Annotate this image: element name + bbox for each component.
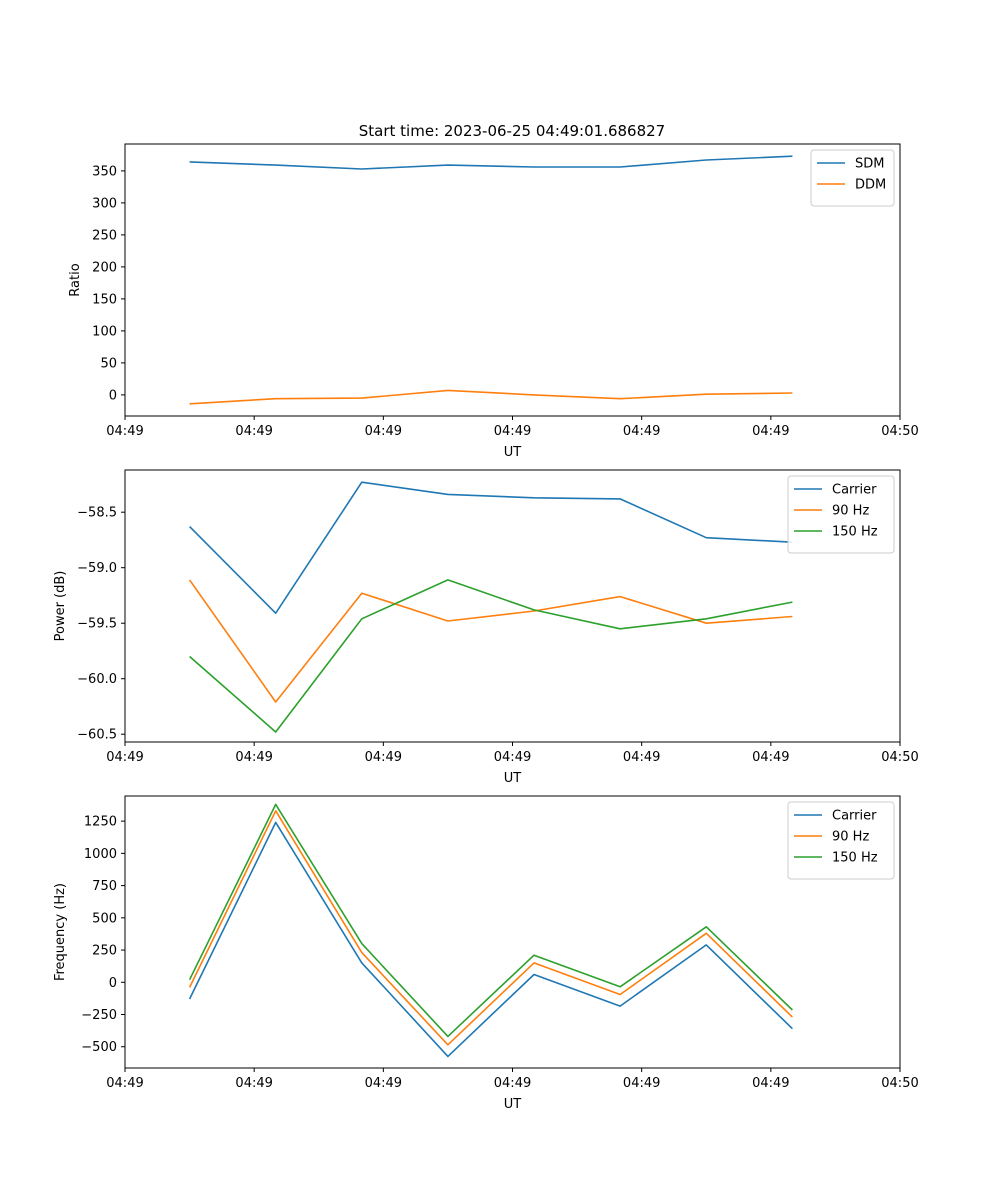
- x-tick-label: 04:49: [106, 1076, 143, 1091]
- legend: Carrier 90 Hz 150 Hz: [787, 475, 895, 554]
- y-tick-label: −59.0: [77, 561, 117, 576]
- chart-panel-1: 04:49 04:49 04:49 04:49 04:49 04:49 04:50 0 50 10…: [68, 143, 919, 460]
- y-tick-label: 150: [92, 292, 117, 307]
- y-tick-label: 1000: [84, 847, 117, 862]
- y-tick-label: −250: [81, 1008, 117, 1023]
- series-line-150-hz: [189, 579, 793, 733]
- legend: Carrier 90 Hz 150 Hz: [787, 801, 895, 880]
- x-axis-label: UT: [504, 1097, 522, 1112]
- y-tick-label: 0: [109, 388, 117, 403]
- legend-label: 90 Hz: [832, 830, 869, 845]
- y-tick-label: −59.5: [77, 617, 117, 632]
- y-axis-label: Frequency (Hz): [53, 883, 68, 981]
- y-tick-label: 1250: [84, 815, 117, 830]
- y-tick-label: −500: [81, 1040, 117, 1055]
- x-tick-label: 04:49: [623, 750, 660, 765]
- x-tick-label: 04:50: [881, 424, 918, 439]
- x-tick-label: 04:49: [494, 1076, 531, 1091]
- y-tick-label: 50: [100, 356, 117, 371]
- x-tick-label: 04:49: [235, 424, 272, 439]
- legend-label: 90 Hz: [832, 504, 869, 519]
- x-tick-label: 04:49: [752, 1076, 789, 1091]
- series-line-90-hz: [188, 809, 793, 1046]
- series-line-90-hz: [188, 579, 793, 703]
- y-tick-label: 750: [92, 879, 117, 894]
- x-axis-label: UT: [504, 445, 522, 460]
- y-tick-label: 300: [92, 196, 117, 211]
- y-tick-label: 0: [109, 976, 117, 991]
- x-tick-label: 04:49: [235, 1076, 272, 1091]
- legend-label: Carrier: [832, 483, 877, 498]
- legend-box: [810, 149, 895, 207]
- x-tick-label: 04:49: [365, 1076, 402, 1091]
- x-tick-label: 04:50: [881, 750, 918, 765]
- legend-box: [787, 475, 895, 554]
- series-line-carrier: [189, 481, 793, 615]
- y-tick-label: 250: [92, 944, 117, 959]
- x-tick-label: 04:49: [494, 424, 531, 439]
- x-tick-label: 04:49: [365, 750, 402, 765]
- x-axis-label: UT: [504, 771, 522, 786]
- chart-panel-3: 04:49 04:49 04:49 04:49 04:49 04:49 04:50 −500 −…: [53, 795, 919, 1112]
- legend-label: 150 Hz: [832, 851, 878, 866]
- y-tick-label: 250: [92, 228, 117, 243]
- x-tick-label: 04:49: [106, 750, 143, 765]
- chart-panel-2: 04:49 04:49 04:49 04:49 04:49 04:49 04:50 −60.5…: [53, 469, 919, 786]
- series-line-150-hz: [188, 803, 793, 1038]
- y-tick-label: −58.5: [77, 506, 117, 521]
- legend-label: SDM: [855, 157, 884, 172]
- x-tick-label: 04:49: [365, 424, 402, 439]
- legend: SDM DDM: [810, 149, 895, 207]
- y-axis-label: Ratio: [68, 263, 83, 296]
- legend-label: Carrier: [832, 809, 877, 824]
- legend-label: DDM: [855, 178, 886, 193]
- series-line-sdm: [189, 155, 793, 170]
- series-line-ddm: [189, 389, 793, 405]
- y-tick-label: 500: [92, 911, 117, 926]
- legend-box: [787, 801, 895, 880]
- y-tick-label: 200: [92, 260, 117, 275]
- x-tick-label: 04:49: [235, 750, 272, 765]
- y-axis-label: Power (dB): [53, 571, 68, 642]
- figure-title: Start time: 2023-06-25 04:49:01.686827: [359, 122, 665, 140]
- x-tick-label: 04:50: [881, 1076, 918, 1091]
- series-line-carrier: [188, 821, 793, 1058]
- x-tick-label: 04:49: [623, 1076, 660, 1091]
- x-tick-label: 04:49: [752, 424, 789, 439]
- y-tick-label: 350: [92, 164, 117, 179]
- y-tick-label: 100: [92, 324, 117, 339]
- x-tick-label: 04:49: [752, 750, 789, 765]
- y-tick-label: −60.0: [77, 672, 117, 687]
- y-tick-label: −60.5: [77, 728, 117, 743]
- x-tick-label: 04:49: [494, 750, 531, 765]
- x-tick-label: 04:49: [106, 424, 143, 439]
- legend-label: 150 Hz: [832, 525, 878, 540]
- x-tick-label: 04:49: [623, 424, 660, 439]
